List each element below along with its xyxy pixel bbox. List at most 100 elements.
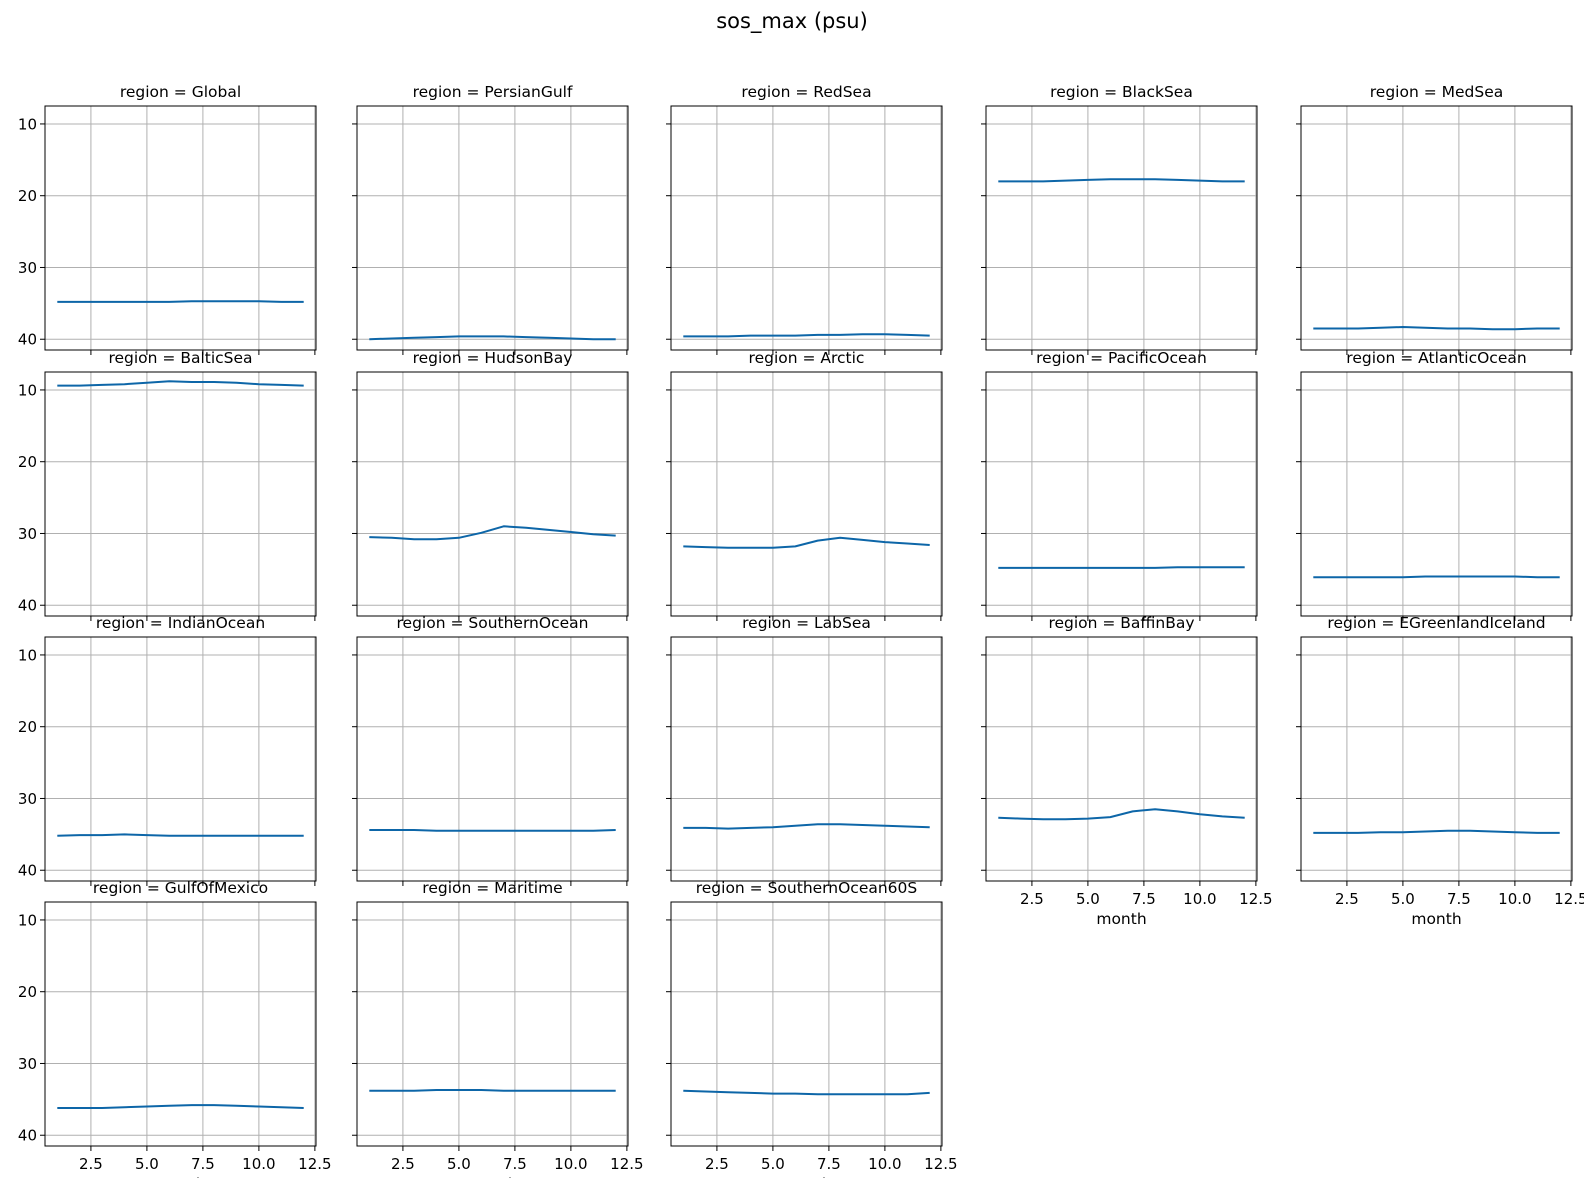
facet-panel: 10 20 30 40 region = BalticSea	[18, 349, 317, 621]
facet-panel: region = HudsonBay	[352, 349, 629, 621]
x-tick-label: 12.5	[298, 1155, 331, 1173]
panel-frame	[670, 901, 943, 1147]
series-line	[1313, 326, 1560, 331]
panel-frame	[1300, 371, 1573, 617]
panel-frame	[44, 105, 317, 351]
x-tick-label: 5.0	[447, 1155, 471, 1173]
series-line	[683, 333, 930, 338]
y-tick-label: 40	[18, 597, 37, 615]
panel-frame	[44, 371, 317, 617]
series-line	[683, 1089, 930, 1096]
panel-title: region = AtlanticOcean	[1346, 349, 1526, 367]
y-tick-label: 30	[18, 1055, 37, 1073]
panel-title: region = SouthernOcean	[397, 614, 589, 632]
panel-frame	[356, 636, 629, 882]
facet-panel: region = RedSea	[666, 83, 943, 355]
facet-panel: region = PersianGulf	[352, 83, 629, 355]
series-line	[369, 1089, 616, 1092]
facet-panel: region = BlackSea	[981, 83, 1258, 355]
y-tick-label: 10	[18, 115, 37, 133]
y-tick-label: 10	[18, 911, 37, 929]
y-tick-label: 20	[18, 718, 37, 736]
x-tick-label: 2.5	[391, 1155, 415, 1173]
x-tick-label: 7.5	[1447, 890, 1471, 908]
panel-title: region = BalticSea	[108, 349, 252, 367]
x-tick-label: 5.0	[1076, 890, 1100, 908]
panel-title: region = Arctic	[749, 349, 865, 367]
facet-panel: 2.5 5.0 7.5 10.0 12.5 region = Maritime month	[352, 879, 644, 1178]
panel-title: region = PacificOcean	[1036, 349, 1207, 367]
y-tick-label: 40	[18, 862, 37, 880]
facet-panel: region = LabSea	[666, 614, 943, 886]
series-line	[369, 525, 616, 541]
panel-frame	[44, 901, 317, 1147]
panel-frame	[356, 371, 629, 617]
series-line	[998, 808, 1245, 821]
x-tick-label: 12.5	[1554, 890, 1584, 908]
facet-panel: 10 20 30 40 region = IndianOcean	[18, 614, 317, 886]
x-tick-label: 10.0	[1498, 890, 1531, 908]
series-line	[369, 829, 616, 832]
y-tick-label: 20	[18, 453, 37, 471]
panel-title: region = BlackSea	[1050, 83, 1193, 101]
panel-frame	[356, 901, 629, 1147]
panel-frame	[985, 371, 1258, 617]
panel-frame	[670, 371, 943, 617]
facet-panel: region = SouthernOcean	[352, 614, 629, 886]
y-tick-label: 30	[18, 259, 37, 277]
y-tick-label: 30	[18, 525, 37, 543]
y-tick-label: 40	[18, 1127, 37, 1145]
x-axis-label: month	[1096, 910, 1146, 928]
panel-title: region = EGreenlandIceland	[1327, 614, 1545, 632]
figure-title: sos_max (psu)	[716, 9, 868, 34]
panel-title: region = BaffinBay	[1048, 614, 1194, 632]
panel-title: region = LabSea	[742, 614, 871, 632]
facet-panel: 2.5 5.0 7.5 10.0 12.5 region = SouthernOcean6…	[666, 879, 958, 1178]
x-tick-label: 5.0	[1391, 890, 1415, 908]
x-tick-label: 10.0	[242, 1155, 275, 1173]
panel-frame	[985, 105, 1258, 351]
x-tick-label: 2.5	[1020, 890, 1044, 908]
facet-panel: 2.5 5.0 7.5 10.0 12.5 region = BaffinBay month	[981, 614, 1273, 928]
series-line	[57, 833, 304, 837]
panel-frame	[985, 636, 1258, 882]
x-tick-label: 5.0	[135, 1155, 159, 1173]
panel-frame	[44, 636, 317, 882]
x-axis-label: month	[781, 1175, 831, 1178]
x-tick-label: 2.5	[79, 1155, 103, 1173]
x-tick-label: 5.0	[761, 1155, 785, 1173]
y-tick-label: 10	[18, 381, 37, 399]
facet-panel: region = MedSea	[1296, 83, 1573, 355]
panel-frame	[356, 105, 629, 351]
panel-title: region = HudsonBay	[413, 349, 573, 367]
x-tick-label: 7.5	[1132, 890, 1156, 908]
x-axis-label: month	[467, 1175, 517, 1178]
panel-title: region = GulfOfMexico	[93, 879, 268, 897]
series-line	[1313, 829, 1560, 834]
panel-frame	[1300, 636, 1573, 882]
x-tick-label: 10.0	[868, 1155, 901, 1173]
x-tick-label: 12.5	[924, 1155, 957, 1173]
y-tick-label: 20	[18, 187, 37, 205]
panel-frame	[670, 105, 943, 351]
panel-frame	[1300, 105, 1573, 351]
facet-panel: 2.5 5.0 7.5 10.0 12.5 region = EGreenlandIcel…	[1296, 614, 1584, 928]
facet-panel: region = PacificOcean	[981, 349, 1258, 621]
series-line	[998, 178, 1245, 183]
y-tick-label: 20	[18, 983, 37, 1001]
panel-title: region = Global	[120, 83, 241, 101]
series-line	[683, 536, 930, 549]
series-line	[1313, 575, 1560, 579]
panel-title: region = RedSea	[741, 83, 871, 101]
series-line	[683, 823, 930, 830]
x-axis-label: month	[1411, 910, 1461, 928]
x-tick-label: 12.5	[610, 1155, 643, 1173]
series-line	[57, 300, 304, 303]
series-line	[998, 566, 1245, 569]
x-tick-label: 7.5	[191, 1155, 215, 1173]
series-line	[57, 380, 304, 387]
x-tick-label: 12.5	[1239, 890, 1272, 908]
y-tick-label: 40	[18, 331, 37, 349]
panel-title: region = Maritime	[422, 879, 562, 897]
